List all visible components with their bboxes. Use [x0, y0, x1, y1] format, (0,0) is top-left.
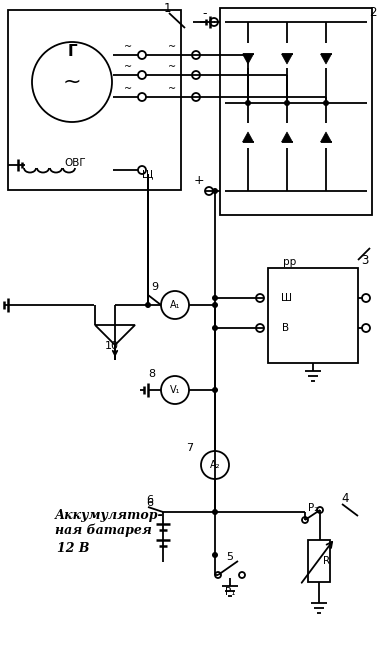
Text: В: В: [282, 323, 290, 333]
Circle shape: [201, 451, 229, 479]
Bar: [8, 10, 181, 190]
Text: ная батарея: ная батарея: [55, 523, 152, 537]
Text: ~: ~: [124, 42, 132, 52]
Text: ~: ~: [124, 84, 132, 94]
Text: A₁: A₁: [170, 300, 180, 310]
Text: +: +: [194, 174, 204, 187]
Text: Ш: Ш: [280, 293, 291, 303]
Text: Щ: Щ: [142, 169, 154, 179]
Text: ОВГ: ОВГ: [64, 158, 86, 168]
Text: ~: ~: [168, 62, 176, 72]
Text: 7: 7: [186, 443, 194, 453]
Circle shape: [212, 188, 218, 194]
Text: 6: 6: [147, 495, 154, 505]
Bar: [220, 8, 372, 215]
Circle shape: [212, 295, 218, 301]
Text: 8: 8: [149, 369, 155, 379]
Text: Аккумулятор-: Аккумулятор-: [55, 509, 164, 522]
Polygon shape: [282, 54, 293, 64]
Circle shape: [212, 387, 218, 393]
Circle shape: [138, 166, 146, 174]
Circle shape: [323, 100, 329, 106]
Text: -: -: [203, 8, 207, 21]
Text: 10: 10: [105, 341, 119, 351]
Bar: [308, 540, 330, 582]
Circle shape: [362, 294, 370, 302]
Text: ~: ~: [124, 62, 132, 72]
Text: 6: 6: [147, 498, 154, 508]
Circle shape: [362, 324, 370, 332]
Circle shape: [138, 93, 146, 101]
Polygon shape: [243, 132, 254, 142]
Circle shape: [212, 552, 218, 558]
Text: Г: Г: [67, 45, 77, 60]
Circle shape: [192, 51, 200, 59]
Polygon shape: [320, 132, 332, 142]
Text: P₂: P₂: [308, 503, 318, 513]
Text: рр: рр: [283, 257, 297, 267]
Circle shape: [245, 100, 251, 106]
Text: 4: 4: [341, 491, 349, 505]
Text: 12 В: 12 В: [57, 542, 89, 555]
Text: R: R: [324, 556, 330, 566]
Bar: [268, 268, 358, 363]
Text: ~: ~: [63, 72, 81, 92]
Text: ~: ~: [168, 84, 176, 94]
Circle shape: [161, 291, 189, 319]
Text: A₂: A₂: [210, 460, 220, 470]
Circle shape: [256, 324, 264, 332]
Circle shape: [317, 507, 323, 513]
Circle shape: [215, 572, 221, 578]
Circle shape: [192, 93, 200, 101]
Circle shape: [239, 572, 245, 578]
Circle shape: [302, 517, 308, 523]
Circle shape: [212, 302, 218, 308]
Circle shape: [138, 51, 146, 59]
Circle shape: [192, 71, 200, 79]
Text: 3: 3: [361, 253, 369, 266]
Circle shape: [145, 302, 151, 308]
Circle shape: [32, 42, 112, 122]
Text: 2: 2: [369, 6, 377, 19]
Polygon shape: [282, 132, 293, 142]
Circle shape: [284, 100, 290, 106]
Circle shape: [161, 376, 189, 404]
Polygon shape: [95, 325, 135, 345]
Circle shape: [212, 325, 218, 331]
Text: V₁: V₁: [170, 385, 180, 395]
Circle shape: [138, 71, 146, 79]
Text: 5: 5: [227, 552, 233, 562]
Text: 1: 1: [163, 1, 171, 14]
Circle shape: [210, 18, 218, 26]
Text: Р₁: Р₁: [225, 587, 235, 597]
Text: ~: ~: [168, 42, 176, 52]
Circle shape: [205, 187, 213, 195]
Text: 9: 9: [151, 282, 159, 292]
Polygon shape: [243, 54, 254, 64]
Polygon shape: [320, 54, 332, 64]
Circle shape: [212, 509, 218, 515]
Circle shape: [256, 294, 264, 302]
